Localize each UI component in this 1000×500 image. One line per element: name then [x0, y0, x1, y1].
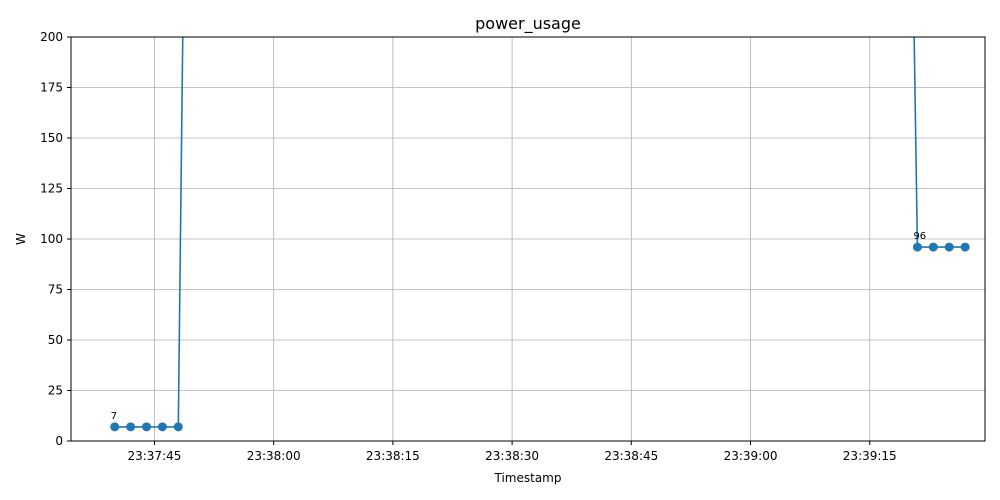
- x-tick-label: 23:39:00: [724, 449, 778, 463]
- data-point: [142, 422, 152, 432]
- x-axis-label: Timestamp: [494, 471, 562, 485]
- y-tick-label: 150: [40, 131, 63, 145]
- chart-title: power_usage: [475, 14, 581, 34]
- data-point: [157, 422, 167, 432]
- data-label: 7: [111, 411, 117, 422]
- y-tick-label: 125: [40, 182, 63, 196]
- data-labels: 7 96: [111, 231, 926, 422]
- marker-layer: [110, 242, 970, 432]
- x-tick-label: 23:38:00: [247, 449, 301, 463]
- x-tick-label: 23:37:45: [127, 449, 181, 463]
- x-tick-label: 23:38:45: [604, 449, 658, 463]
- y-tick-label: 175: [40, 81, 63, 95]
- series-line: [114, 37, 966, 428]
- x-tick-label: 23:38:30: [485, 449, 539, 463]
- data-point: [928, 242, 938, 252]
- data-point: [110, 422, 120, 432]
- data-point: [944, 242, 954, 252]
- x-tick-label: 23:39:15: [843, 449, 897, 463]
- data-label: 96: [913, 231, 926, 242]
- y-tick-label: 100: [40, 232, 63, 246]
- x-tick-label: 23:38:15: [366, 449, 420, 463]
- data-point: [912, 242, 922, 252]
- data-point: [126, 422, 136, 432]
- series-layer: [114, 37, 966, 428]
- y-tick-label: 75: [48, 283, 63, 297]
- grid: [71, 36, 985, 442]
- axis-ticks: 23:37:45 23:38:00 23:38:15 23:38:30 23:38:45…: [40, 30, 897, 463]
- y-tick-label: 0: [55, 434, 63, 448]
- y-tick-label: 25: [48, 384, 63, 398]
- y-tick-label: 200: [40, 30, 63, 44]
- y-axis-label: W: [14, 233, 28, 245]
- data-point: [960, 242, 970, 252]
- data-point: [173, 422, 183, 432]
- y-tick-label: 50: [48, 333, 63, 347]
